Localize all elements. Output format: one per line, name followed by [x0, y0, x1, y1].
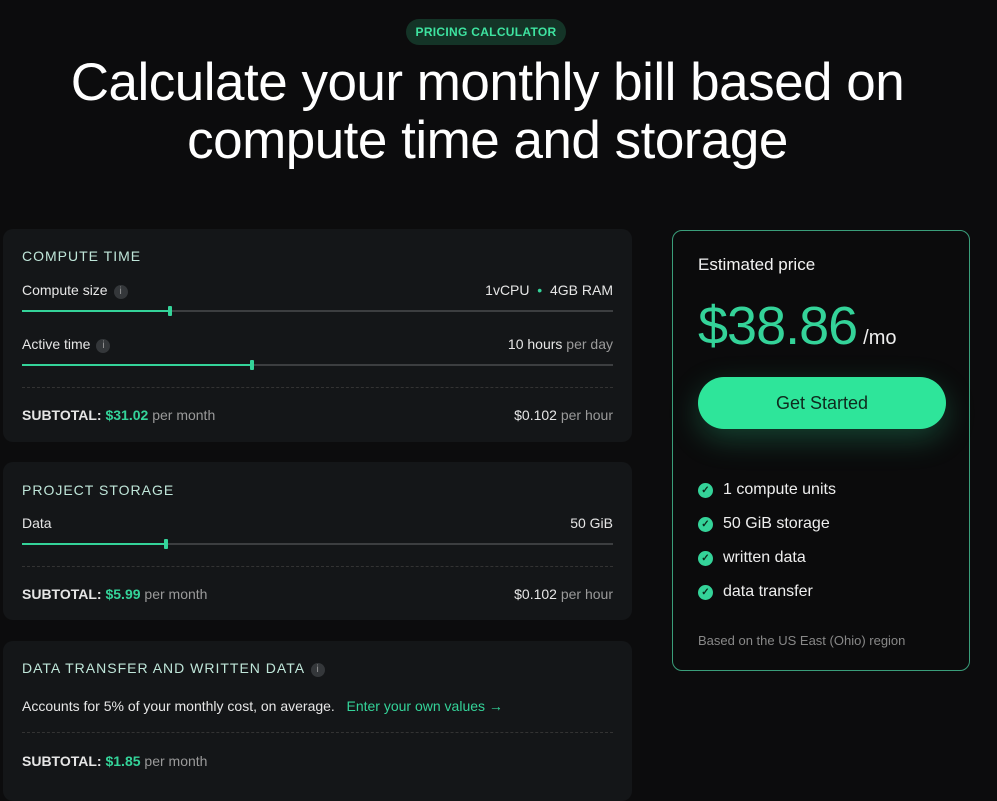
info-icon[interactable]: i	[96, 339, 111, 353]
compute-size-slider[interactable]	[22, 306, 613, 316]
active-time-value: 10 hours	[507, 336, 563, 352]
slider-fill	[22, 543, 167, 545]
feature-label: written data	[723, 549, 806, 566]
rate-unit: per hour	[560, 586, 613, 602]
slider-thumb[interactable]	[167, 306, 172, 316]
slider-fill	[22, 364, 253, 366]
divider	[22, 732, 613, 733]
subtotal-label: SUBTOTAL:	[22, 586, 102, 602]
project-storage-card: PROJECT STORAGE Data 50 GiB SUBTOTAL: $5…	[3, 462, 632, 620]
info-icon[interactable]: i	[113, 285, 128, 299]
slider-thumb[interactable]	[164, 539, 169, 549]
check-icon: ✓	[698, 516, 713, 532]
storage-rate: $0.102	[514, 586, 557, 602]
data-value: 50 GiB	[570, 515, 613, 531]
divider	[22, 566, 613, 567]
compute-rate: $0.102	[514, 407, 557, 423]
feature-label: 1 compute units	[723, 481, 836, 498]
price-period: /mo	[863, 327, 897, 349]
compute-size-cpu: 1vCPU	[485, 282, 530, 298]
estimated-price-label: Estimated price	[698, 255, 816, 274]
compute-size-label: Compute size	[22, 282, 108, 298]
compute-subtotal: $31.02	[105, 407, 149, 423]
info-icon[interactable]: i	[311, 663, 326, 677]
get-started-button[interactable]: Get Started	[698, 377, 946, 429]
subtotal-unit: per month	[152, 407, 216, 423]
transfer-subtotal: $1.85	[105, 753, 141, 769]
estimated-price-amount: $38.86	[698, 296, 858, 356]
data-slider[interactable]	[22, 539, 613, 549]
data-transfer-card: DATA TRANSFER AND WRITTEN DATA i Accounts…	[3, 641, 632, 801]
subtotal-label: SUBTOTAL:	[22, 753, 102, 769]
compute-time-title: COMPUTE TIME	[22, 248, 142, 264]
slider-thumb[interactable]	[250, 360, 255, 370]
subtotal-label: SUBTOTAL:	[22, 407, 102, 423]
project-storage-title: PROJECT STORAGE	[22, 482, 175, 498]
compute-size-ram: 4GB RAM	[549, 282, 613, 298]
slider-fill	[22, 310, 170, 312]
page-title: Calculate your monthly bill based on com…	[70, 53, 905, 170]
dot-separator-icon: •	[533, 282, 547, 298]
enter-own-values-link[interactable]: Enter your own values →	[346, 698, 503, 714]
divider	[22, 387, 613, 388]
active-time-slider[interactable]	[22, 360, 613, 370]
check-icon: ✓	[698, 550, 713, 566]
check-icon: ✓	[698, 584, 713, 600]
data-label: Data	[22, 515, 52, 531]
data-transfer-title: DATA TRANSFER AND WRITTEN DATA	[22, 660, 306, 676]
estimated-price-panel: Estimated price $38.86/mo Get Started ✓ 1…	[672, 230, 970, 671]
feature-item: ✓ 1 compute units	[698, 481, 836, 499]
subtotal-unit: per month	[144, 586, 208, 602]
subtotal-unit: per month	[144, 753, 208, 769]
active-time-unit: per day	[566, 336, 613, 352]
check-icon: ✓	[698, 482, 713, 498]
pricing-calculator-badge: PRICING CALCULATOR	[406, 19, 566, 45]
compute-time-card: COMPUTE TIME Compute size i 1vCPU • 4GB R…	[3, 229, 632, 442]
feature-label: 50 GiB storage	[723, 515, 830, 532]
feature-label: data transfer	[723, 583, 813, 600]
active-time-label: Active time	[22, 336, 91, 352]
transfer-description: Accounts for 5% of your monthly cost, on…	[22, 698, 335, 714]
feature-item: ✓ 50 GiB storage	[698, 515, 830, 533]
feature-item: ✓ data transfer	[698, 583, 813, 601]
rate-unit: per hour	[560, 407, 613, 423]
storage-subtotal: $5.99	[105, 586, 141, 602]
region-note: Based on the US East (Ohio) region	[698, 633, 906, 648]
feature-item: ✓ written data	[698, 549, 806, 567]
